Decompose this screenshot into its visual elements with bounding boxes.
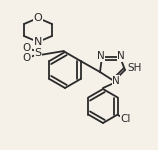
- Text: O: O: [23, 43, 31, 53]
- Text: S: S: [34, 48, 42, 58]
- Text: O: O: [23, 53, 31, 63]
- Text: N: N: [112, 76, 120, 86]
- Text: Cl: Cl: [121, 114, 131, 123]
- Text: N: N: [117, 51, 125, 61]
- Text: N: N: [34, 37, 42, 47]
- Text: N: N: [97, 51, 105, 61]
- Text: SH: SH: [128, 63, 142, 73]
- Text: O: O: [34, 13, 42, 23]
